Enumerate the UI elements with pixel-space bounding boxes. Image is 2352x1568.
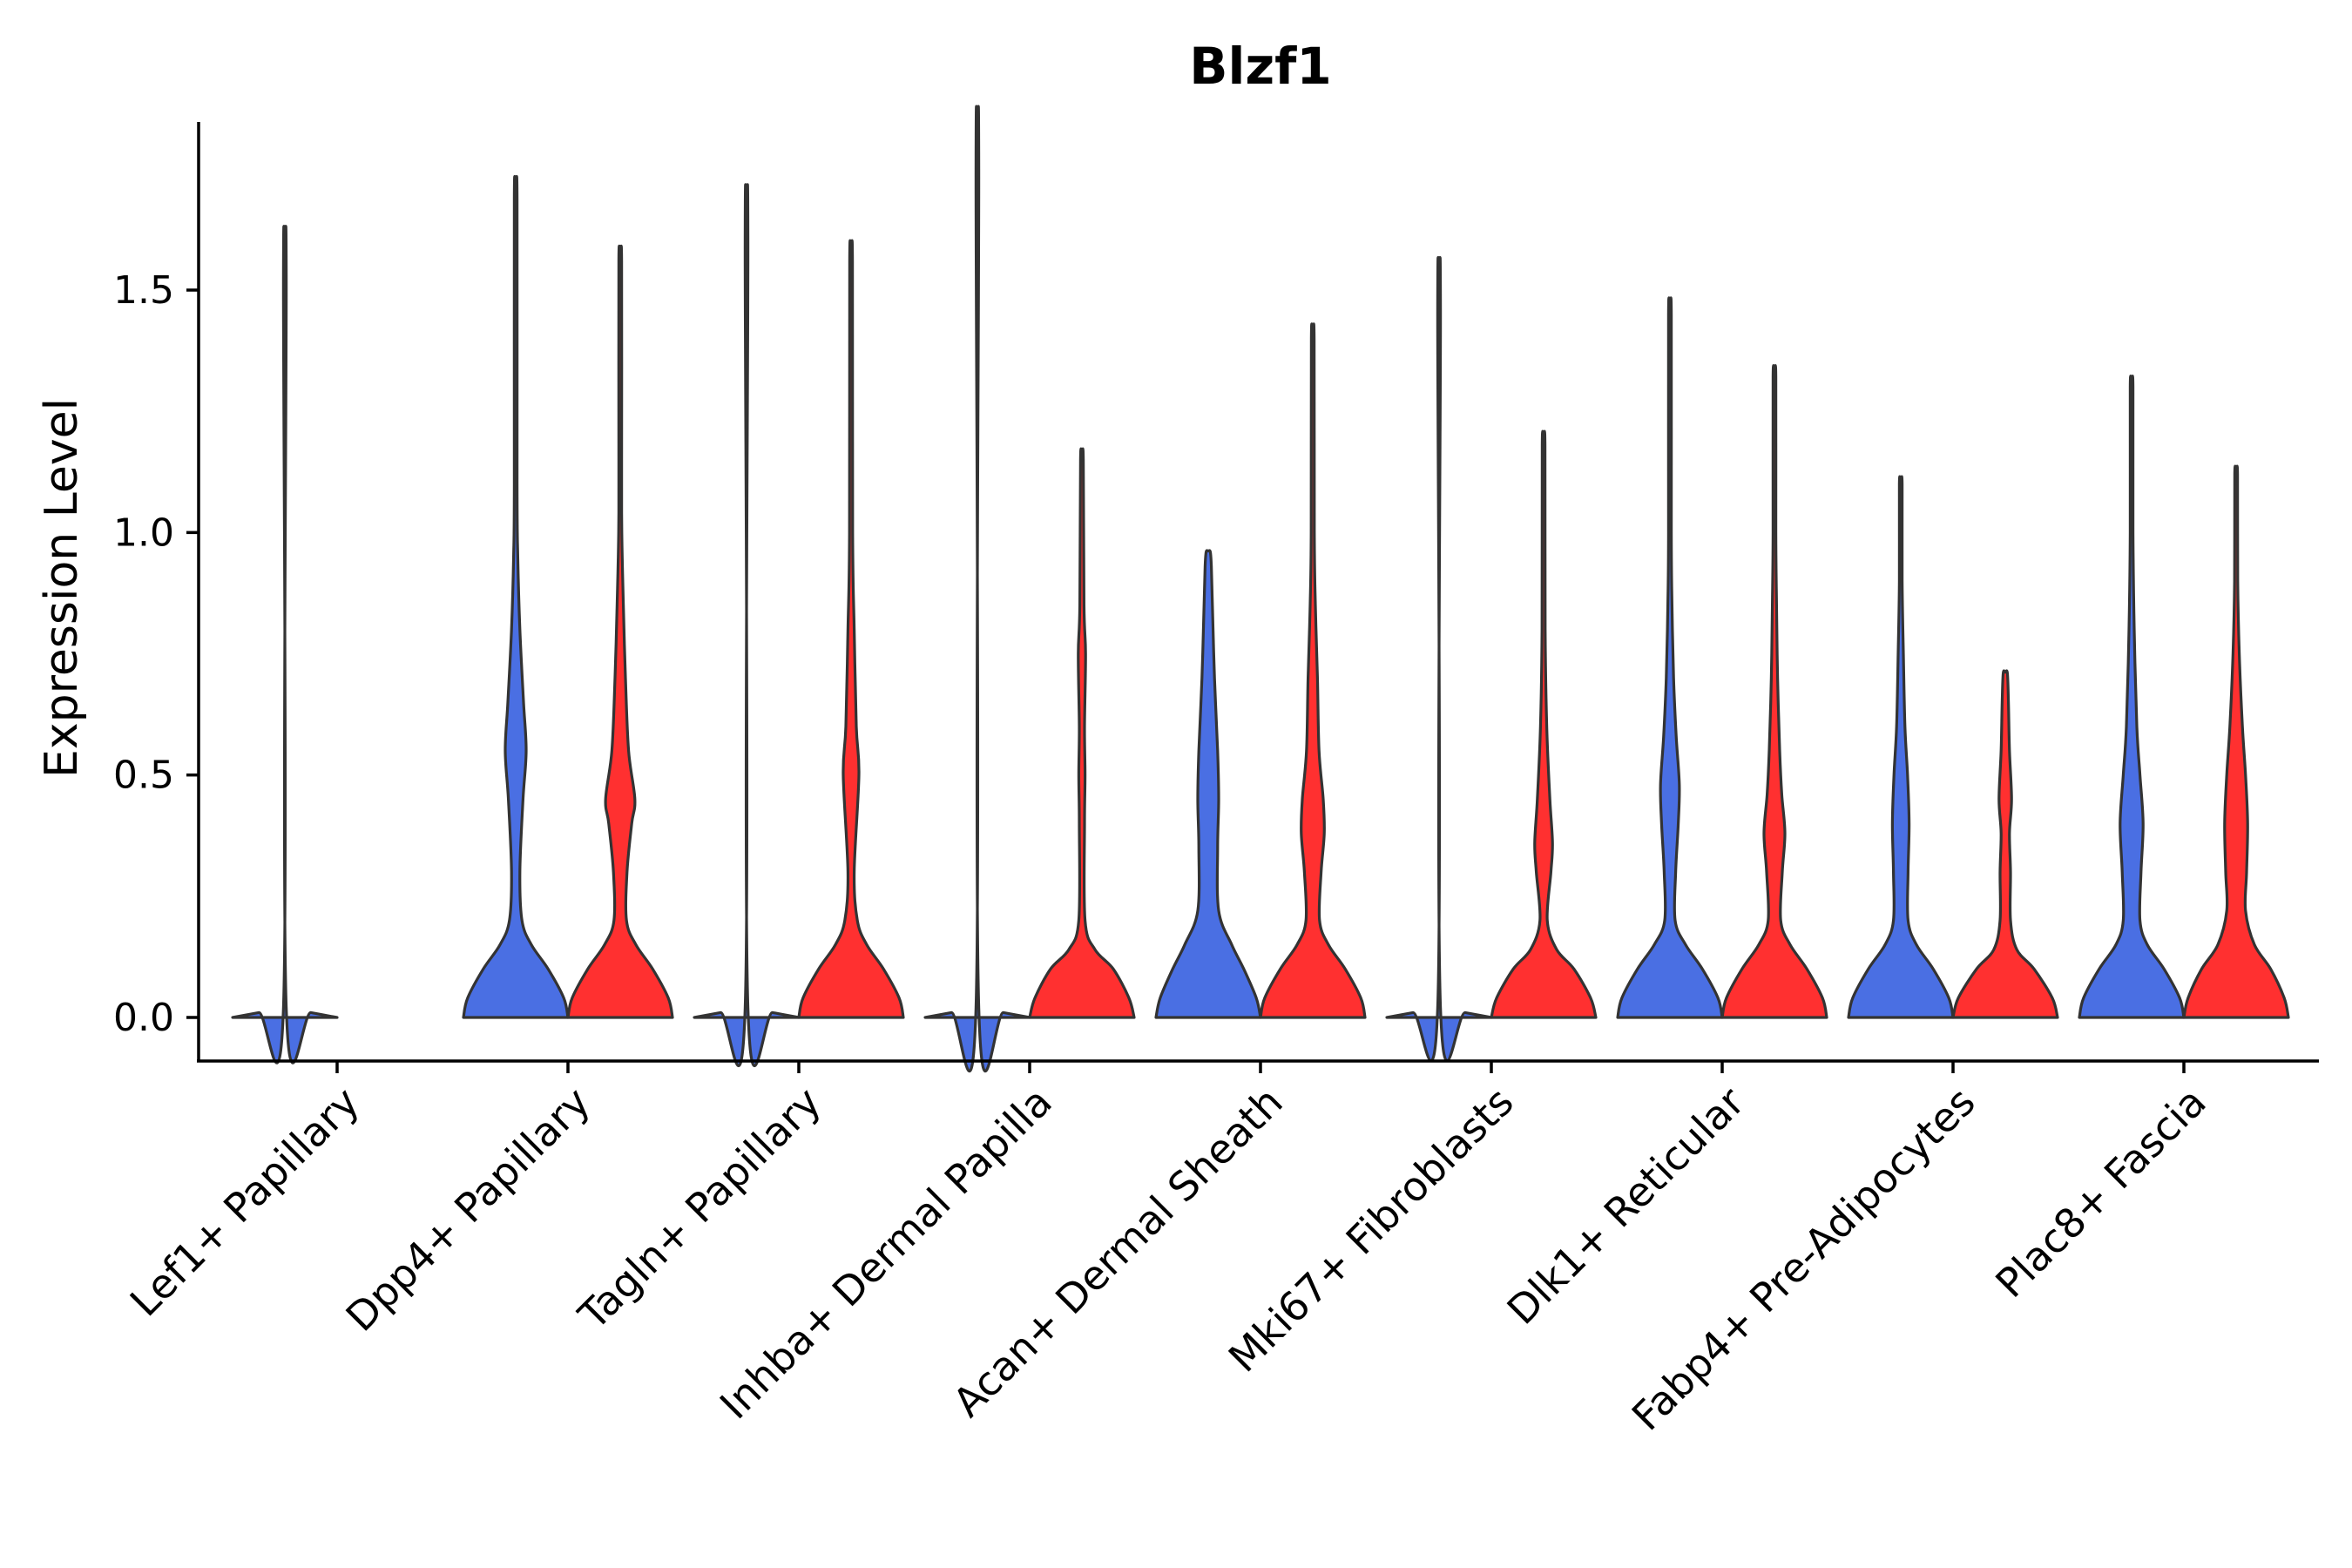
violin-group2 [1028,447,1136,1019]
violin-group2 [1490,429,1598,1019]
violin-group1 [693,183,801,1068]
violin-group1 [231,225,339,1064]
y-axis-label: Expression Level [36,398,88,778]
y-tick-label: 0.5 [113,754,174,798]
violin-group2 [1720,364,1828,1019]
violin-group1 [1385,256,1493,1063]
x-tick-label: Dlk1+ Reticular [1498,1078,1754,1334]
violin-group2 [1951,669,2059,1019]
y-ticks: 0.0 0.5 1.0 1.5 [113,268,199,1040]
x-tick-label: Lef1+ Papillary [121,1078,368,1326]
x-tick-label: Dpp4+ Papillary [337,1078,599,1341]
x-tick-label: Plac8+ Fascia [1986,1078,2214,1307]
x-tick-label: Tagln+ Papillary [569,1078,830,1340]
y-tick-label: 1.0 [113,510,174,555]
violin-group2 [797,239,905,1019]
chart-title: Blzf1 [1189,37,1331,96]
violin-group1 [1154,549,1262,1019]
violin-group2 [566,244,674,1019]
violin-group1 [462,175,570,1019]
y-tick-label: 1.5 [113,268,174,313]
violin-group1 [1847,475,1955,1019]
violin-group2 [2182,464,2290,1019]
y-tick-label: 0.0 [113,996,174,1040]
violin-group [231,105,2290,1072]
violin-group1 [1616,296,1724,1019]
violin-group1 [2078,375,2186,1019]
violin-group1 [923,105,1031,1072]
violin-group2 [1259,322,1367,1019]
